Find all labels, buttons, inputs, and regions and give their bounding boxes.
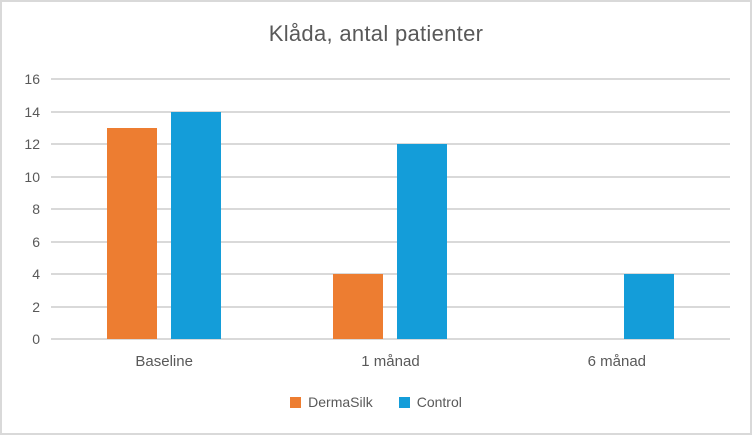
bar-dermasilk-1-m-nad — [333, 274, 384, 339]
bar-slot-control-baseline — [171, 79, 222, 339]
y-tick-label-10: 10 — [24, 168, 40, 185]
y-tick-label-2: 2 — [32, 298, 40, 315]
gridline-4 — [51, 273, 730, 275]
bar-slot-dermasilk-baseline — [107, 79, 158, 339]
y-tick-label-14: 14 — [24, 103, 40, 120]
gridline-14 — [51, 110, 730, 113]
bar-slot-dermasilk-6-m-nad — [560, 79, 610, 339]
bar-control-6-m-nad — [623, 274, 674, 339]
gridline-10 — [51, 175, 730, 178]
legend-label-dermasilk: DermaSilk — [308, 394, 373, 410]
x-tick-label-baseline: Baseline — [135, 353, 193, 370]
legend-label-control: Control — [416, 394, 462, 410]
legend: DermaSilk Control — [2, 394, 750, 410]
bar-group-6-m-nad — [504, 79, 730, 339]
bar-control-1-m-nad — [397, 144, 448, 339]
bar-control-baseline — [171, 111, 222, 339]
x-axis: Baseline 1 månad 6 månad — [51, 353, 730, 370]
legend-item-dermasilk: DermaSilk — [290, 394, 373, 410]
chart-title: Klåda, antal patienter — [268, 21, 484, 46]
y-tick-label-12: 12 — [24, 136, 40, 152]
bar-slot-control-6-m-nad — [623, 79, 674, 339]
y-tick-label-0: 0 — [32, 331, 40, 347]
gridline-16 — [51, 78, 730, 80]
y-tick-label-8: 8 — [32, 201, 40, 217]
legend-item-control: Control — [398, 394, 462, 410]
gridline-0 — [51, 338, 730, 340]
y-tick-label-6: 6 — [32, 233, 40, 250]
bar-group-1-m-nad — [277, 79, 503, 339]
y-axis: 0 2 4 6 8 10 12 14 16 — [2, 71, 40, 347]
legend-swatch-dermasilk — [290, 396, 302, 408]
bar-dermasilk-baseline — [107, 127, 158, 339]
bar-slot-control-1-m-nad — [397, 79, 448, 339]
plot-area — [51, 78, 730, 340]
bar-groups — [51, 79, 730, 339]
bar-group-baseline — [51, 79, 277, 339]
y-tick-label-16: 16 — [24, 71, 40, 87]
y-tick-label-4: 4 — [32, 266, 40, 282]
gridline-8 — [51, 208, 730, 210]
bar-slot-dermasilk-1-m-nad — [333, 79, 384, 339]
x-tick-label-6-m-nad: 6 månad — [587, 353, 646, 370]
gridline-12 — [51, 143, 730, 145]
gridline-2 — [51, 305, 730, 308]
x-tick-label-1-m-nad: 1 månad — [361, 353, 420, 370]
gridline-6 — [51, 240, 730, 243]
legend-swatch-control — [398, 396, 410, 408]
